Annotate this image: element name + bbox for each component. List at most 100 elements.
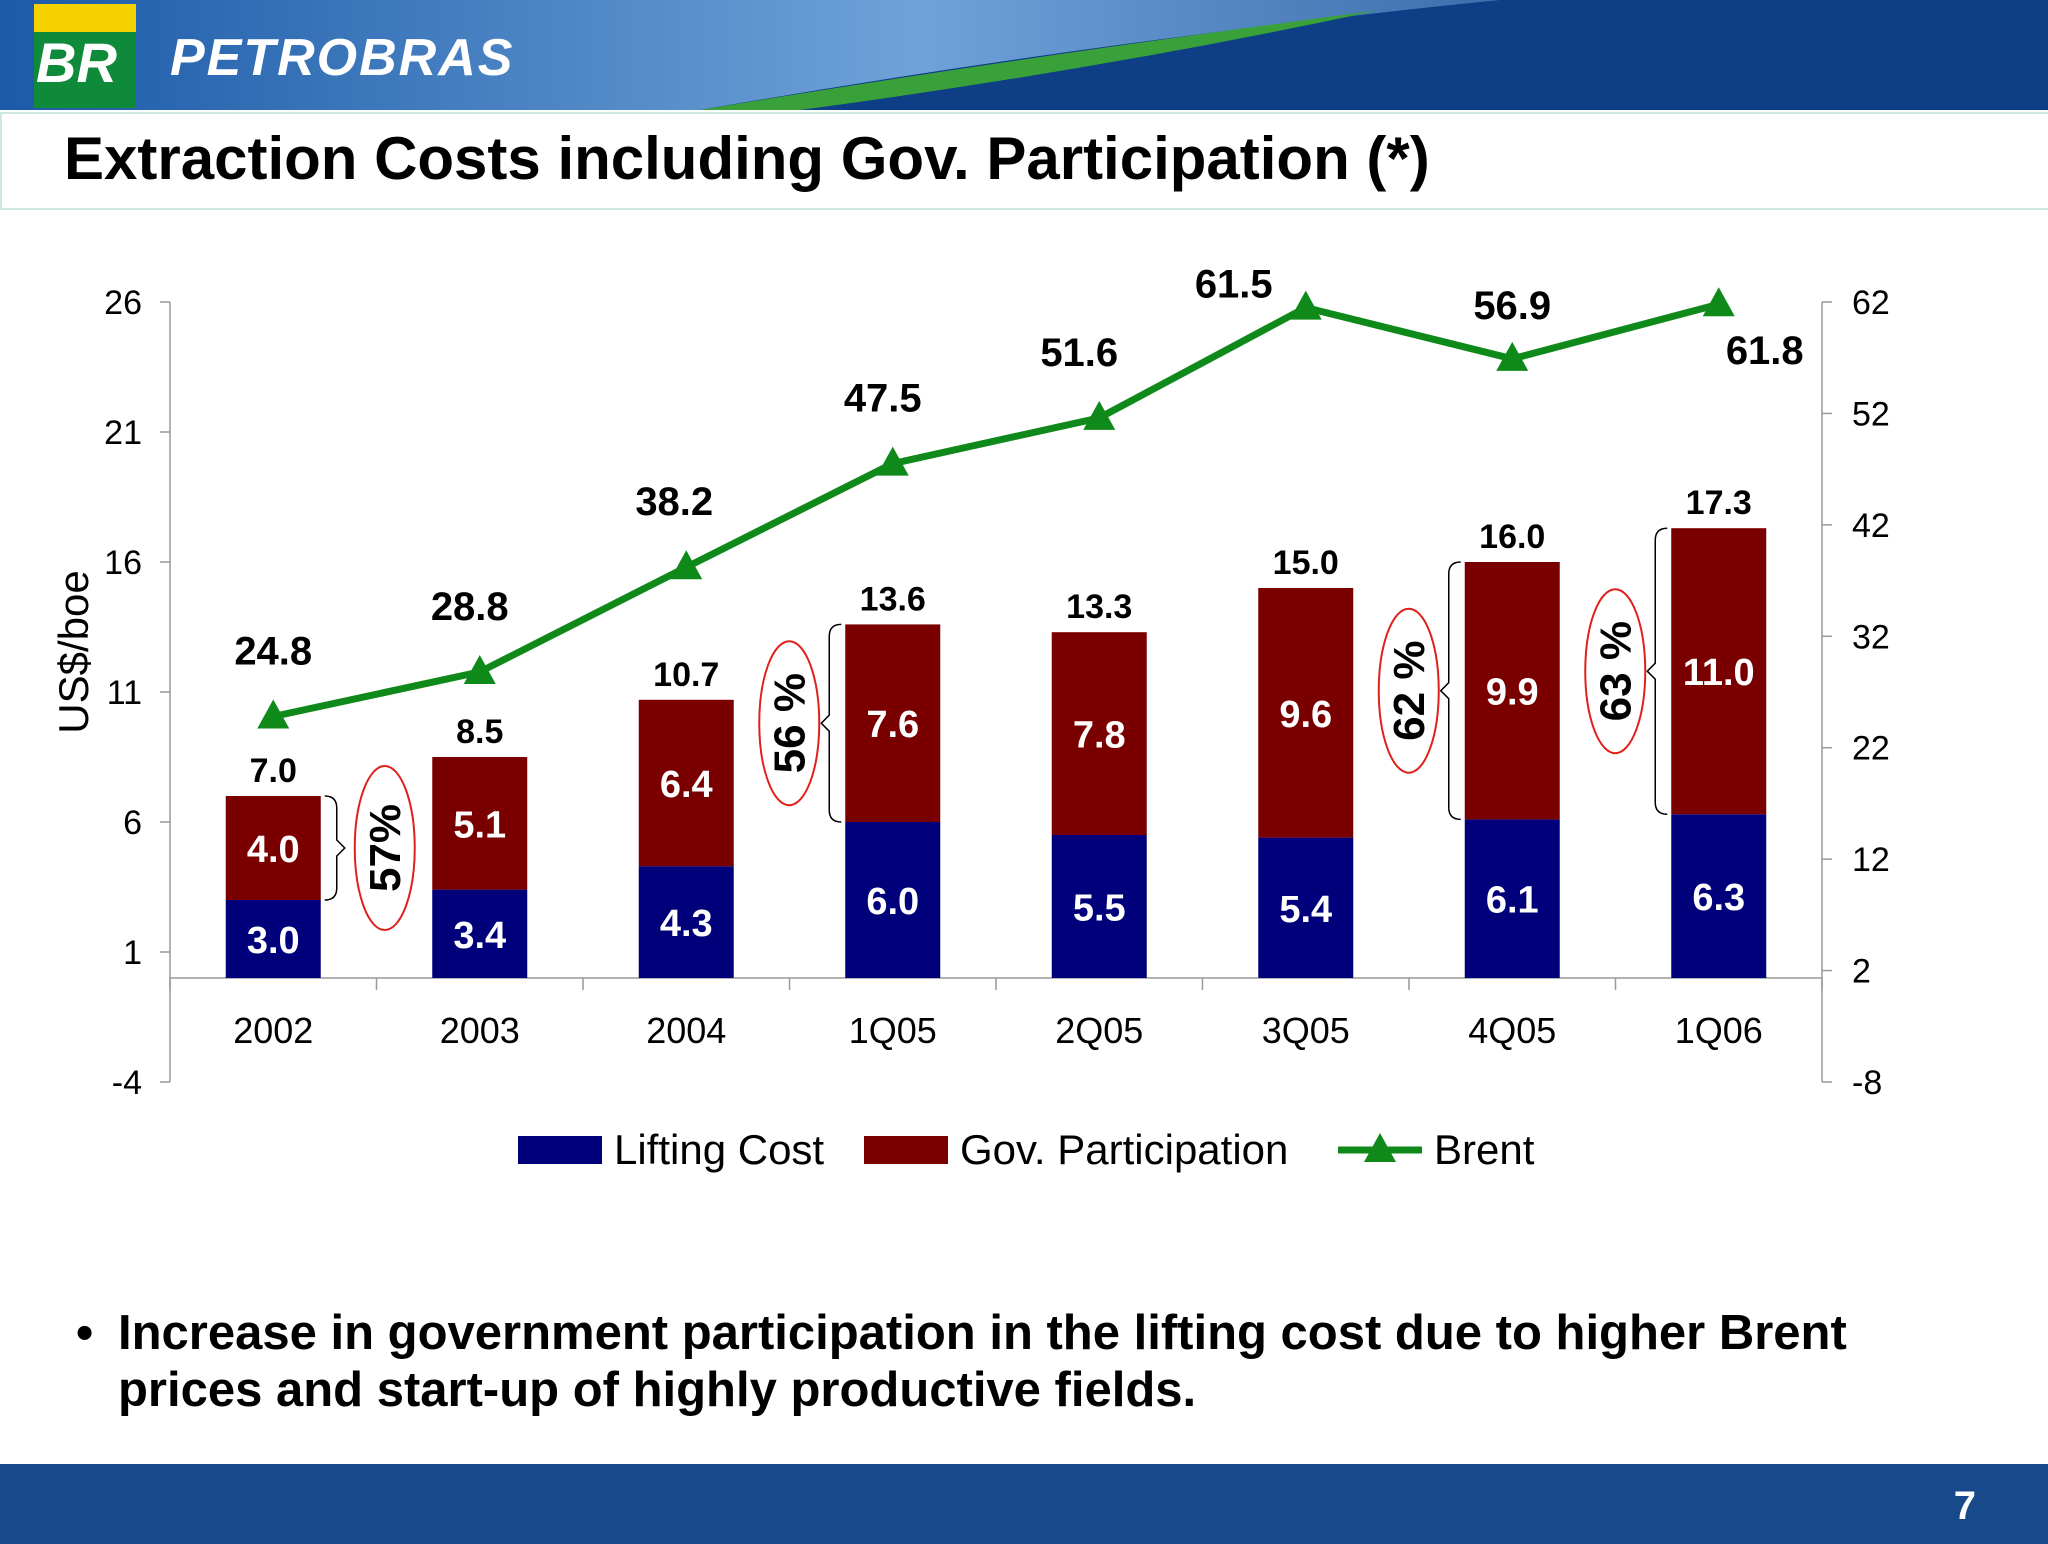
extraction-cost-chart: 26 21 16 11 6 1 -4 62 52 42 32 22 12 2 -8 US$/boe 2002 20… <box>50 263 1890 1173</box>
y2-tick-label: 62 <box>1852 284 1890 322</box>
gov-participation-value-label: 6.4 <box>660 764 713 806</box>
y-axis-label: US$/boe <box>50 570 97 733</box>
brent-line <box>272 300 1720 720</box>
lifting-cost-value-label: 6.3 <box>1692 877 1745 919</box>
x-category-label: 2004 <box>646 1010 726 1051</box>
percent-ellipse <box>1377 607 1440 774</box>
brent-value-label: 28.8 <box>431 585 509 629</box>
lifting-cost-bar <box>225 900 321 978</box>
gov-participation-value-label: 9.6 <box>1279 694 1332 736</box>
y2-tick-label: 42 <box>1852 507 1890 545</box>
br-logo: BR <box>36 31 117 94</box>
header-swoosh <box>0 0 2048 110</box>
lifting-cost-bar <box>432 889 528 978</box>
gov-participation-bar <box>1464 562 1560 820</box>
page-title: Extraction Costs including Gov. Particip… <box>64 125 1430 192</box>
brent-marker <box>1702 287 1735 317</box>
gov-participation-bar <box>225 796 321 900</box>
y-tick-label: 1 <box>123 934 142 972</box>
y-tick-label: 11 <box>107 674 142 712</box>
gov-participation-value-label: 5.1 <box>453 804 506 846</box>
gov-participation-bar <box>638 699 734 867</box>
y-tick-label: 21 <box>104 414 142 452</box>
brent-marker <box>257 699 290 729</box>
x-category-label: 1Q05 <box>849 1010 937 1051</box>
percent-annotation-label: 62 % <box>1385 641 1434 741</box>
y2-tick-label: 32 <box>1852 618 1890 656</box>
brent-value-label: 24.8 <box>234 630 312 674</box>
gov-participation-bar <box>1671 528 1767 815</box>
header-banner: BR PETROBRAS <box>0 0 2048 110</box>
percent-ellipse <box>353 765 416 931</box>
total-cost-label: 13.6 <box>860 580 926 618</box>
brent-marker <box>463 654 496 684</box>
total-cost-label: 8.5 <box>456 713 503 751</box>
brent-marker <box>1496 341 1529 371</box>
lifting-cost-bar <box>638 866 734 978</box>
lifting-cost-value-label: 5.5 <box>1073 888 1126 930</box>
y2-tick-label: 22 <box>1852 730 1890 768</box>
lifting-cost-value-label: 3.0 <box>247 920 300 962</box>
page-number: 7 <box>1953 1484 1976 1528</box>
y2-tick-label: 12 <box>1852 841 1890 879</box>
lifting-cost-value-label: 3.4 <box>453 915 506 957</box>
x-category-label: 3Q05 <box>1262 1010 1350 1051</box>
title-bar <box>0 112 2048 210</box>
brent-marker <box>876 446 909 476</box>
brent-value-label: 38.2 <box>635 480 713 524</box>
gov-participation-value-label: 7.8 <box>1073 715 1126 757</box>
annotation-brace <box>324 795 346 901</box>
total-cost-label: 13.3 <box>1066 588 1132 626</box>
gov-participation-value-label: 7.6 <box>866 704 919 746</box>
total-cost-label: 10.7 <box>653 656 719 694</box>
y-tick-label: 6 <box>123 804 142 842</box>
brent-value-label: 61.5 <box>1195 263 1273 307</box>
legend-lifting-cost-swatch <box>518 1136 602 1164</box>
legend-lifting-cost-label: Lifting Cost <box>614 1126 824 1173</box>
lifting-cost-bar <box>1258 837 1354 978</box>
legend-brent-label: Brent <box>1434 1126 1535 1173</box>
x-category-label: 2Q05 <box>1055 1010 1143 1051</box>
y2-tick-label: 2 <box>1852 953 1871 991</box>
brent-value-label: 61.8 <box>1726 329 1804 373</box>
brent-marker <box>1083 400 1116 430</box>
lifting-cost-bar <box>845 822 941 978</box>
footer-bar <box>0 1464 2048 1544</box>
total-cost-label: 16.0 <box>1479 518 1545 556</box>
y2-tick-label: -8 <box>1852 1064 1882 1102</box>
gov-participation-value-label: 4.0 <box>247 829 300 871</box>
x-category-label: 1Q06 <box>1675 1010 1763 1051</box>
lifting-cost-bar <box>1051 835 1147 978</box>
annotation-brace <box>820 623 842 823</box>
percent-ellipse <box>758 640 821 807</box>
x-category-label: 2002 <box>233 1010 313 1051</box>
legend-gov-participation-swatch <box>864 1136 948 1164</box>
gov-participation-value-label: 11.0 <box>1683 652 1755 694</box>
y-tick-label: -4 <box>112 1064 142 1102</box>
bullet-point-icon: • <box>76 1306 94 1360</box>
brent-marker <box>670 550 703 580</box>
y-tick-label: 16 <box>104 544 142 582</box>
y-tick-label: 26 <box>104 284 142 322</box>
total-cost-label: 7.0 <box>250 752 297 790</box>
percent-annotation-label: 56 % <box>765 673 814 773</box>
logo-yellow-strip <box>34 4 136 32</box>
percent-ellipse <box>1584 588 1647 755</box>
lifting-cost-value-label: 6.1 <box>1486 880 1539 922</box>
lifting-cost-value-label: 6.0 <box>866 881 919 923</box>
gov-participation-bar <box>432 757 528 890</box>
percent-annotation-label: 57% <box>361 804 410 892</box>
annotation-brace <box>1646 527 1668 815</box>
percent-annotation-label: 63 % <box>1591 621 1640 721</box>
gov-participation-bar <box>845 624 941 822</box>
brent-value-label: 51.6 <box>1040 331 1118 375</box>
lifting-cost-bar <box>1671 814 1767 978</box>
gov-participation-bar <box>1051 632 1147 835</box>
legend-brent-marker <box>1364 1133 1396 1162</box>
brent-value-label: 56.9 <box>1473 284 1551 328</box>
brent-value-label: 47.5 <box>844 377 922 421</box>
annotation-brace <box>1439 561 1461 821</box>
lifting-cost-value-label: 5.4 <box>1279 889 1332 931</box>
x-category-label: 4Q05 <box>1468 1010 1556 1051</box>
gov-participation-value-label: 9.9 <box>1486 672 1539 714</box>
